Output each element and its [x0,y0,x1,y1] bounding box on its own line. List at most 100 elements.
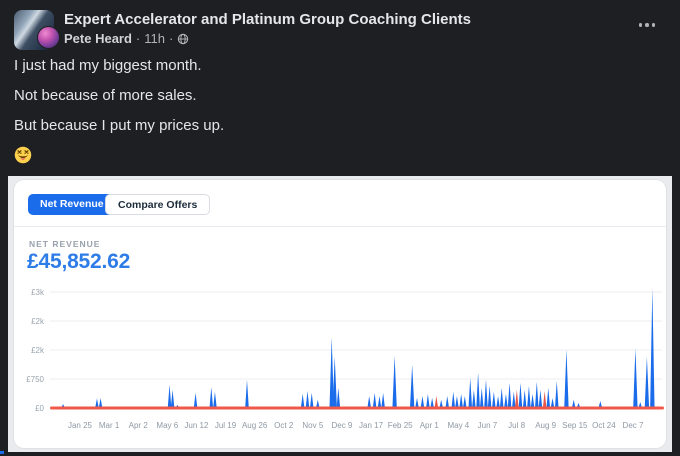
revenue-spike [309,392,314,408]
revenue-spike [300,393,305,408]
post-line: But because I put my prices up. [14,117,225,134]
revenue-spike [367,396,372,408]
x-tick-label: Jun 12 [184,421,209,430]
revenue-spike [439,399,443,408]
globe-icon [178,33,189,44]
group-name-link[interactable]: Expert Accelerator and Platinum Group Co… [64,11,472,28]
revenue-spike [377,396,382,408]
revenue-spike [329,337,334,408]
post-line: Not because of more sales. [14,87,197,104]
revenue-spike [507,382,512,408]
revenue-spike [527,385,531,408]
x-tick-label: Sep 15 [562,421,588,430]
revenue-spike [518,382,523,408]
tab-compare-offers[interactable]: Compare Offers [105,194,211,215]
revenue-spike [564,349,569,408]
y-tick-label: £0 [35,404,44,413]
x-tick-label: Jul 19 [215,421,237,430]
post-text: I just had my biggest month. Not because… [14,56,654,164]
revenue-spike [332,356,337,408]
x-tick-label: Aug 26 [242,421,268,430]
x-tick-label: Dec 7 [623,421,644,430]
author-avatar [37,26,60,49]
x-tick-label: Oct 24 [592,421,616,430]
revenue-spike [170,389,175,408]
revenue-spike [650,288,655,408]
revenue-spike [167,384,172,408]
revenue-spike [305,390,310,408]
ellipsis-icon [645,23,649,27]
x-tick-label: Apr 1 [420,421,440,430]
x-tick-label: Mar 1 [99,421,120,430]
refund-spike [515,389,519,408]
revenue-spike [372,392,377,408]
revenue-spike [430,397,434,408]
revenue-spike [462,396,467,408]
ellipsis-icon [638,23,642,27]
x-tick-label: Feb 25 [388,421,413,430]
revenue-spike [315,399,320,408]
revenue-spike [479,387,484,408]
screenshot-edge-artifact [0,451,4,454]
x-tick-label: Oct 2 [274,421,294,430]
revenue-spike [571,399,576,408]
revenue-spike [459,393,463,408]
revenue-spike [633,348,638,408]
author-link[interactable]: Pete Heard [64,31,132,46]
refund-spike [542,390,547,408]
zero-baseline [50,406,664,410]
revenue-spike [415,397,419,408]
post-byline: Pete Heard · 11h · [64,31,189,46]
revenue-spike [530,393,535,408]
revenue-spike [512,391,516,408]
revenue-spike [336,387,341,408]
revenue-spike [550,397,555,408]
divider [14,226,666,227]
revenue-spike [644,356,650,408]
tongue-out-emoji-icon [14,146,32,164]
post-menu-button[interactable] [634,16,661,34]
revenue-spike [538,389,543,408]
revenue-spike [468,377,473,408]
post-line: I just had my biggest month. [14,57,202,74]
revenue-spike [476,372,480,408]
revenue-spike [534,381,539,408]
x-tick-label: Jan 17 [359,421,384,430]
metric-label: NET REVENUE [29,239,101,249]
x-tick-label: May 4 [447,421,469,430]
revenue-spike [598,401,603,408]
post-timestamp[interactable]: 11h [144,31,165,46]
revenue-spike [381,392,385,408]
y-tick-label: £2k [31,317,45,326]
revenue-spike [455,396,459,408]
revenue-spike [213,391,217,408]
metric-value: £45,852.62 [27,250,131,273]
separator-dot: · [135,31,141,46]
tab-net-revenue[interactable]: Net Revenue [28,194,116,215]
group-avatar[interactable] [14,10,60,50]
y-tick-label: £750 [26,375,44,384]
revenue-spike [451,391,456,408]
revenue-spike [209,387,214,408]
revenue-chart: £0 £750 £2k £2k £3k Jan 25 Mar 1 Apr 2 May 6 Jun … [26,288,664,430]
revenue-spike [409,364,415,408]
revenue-spike [554,380,559,408]
x-tick-label: Dec 9 [331,421,352,430]
revenue-spike [193,392,198,408]
separator-dot: · [169,31,174,46]
revenue-spike [499,387,504,408]
ellipsis-icon [651,23,655,27]
revenue-spike [492,391,496,408]
revenue-spike [496,396,500,408]
revenue-spike [546,387,551,408]
revenue-spike [472,389,476,408]
x-tick-label: Apr 2 [129,421,149,430]
revenue-spike [445,396,450,408]
post-attachment-image[interactable]: Net Revenue Compare Offers NET REVENUE £… [8,176,672,452]
revenue-spike [522,389,527,408]
dashboard-card: Net Revenue Compare Offers NET REVENUE £… [14,180,666,448]
revenue-spike [484,379,488,408]
revenue-spike [487,385,492,408]
x-tick-label: May 6 [156,421,178,430]
